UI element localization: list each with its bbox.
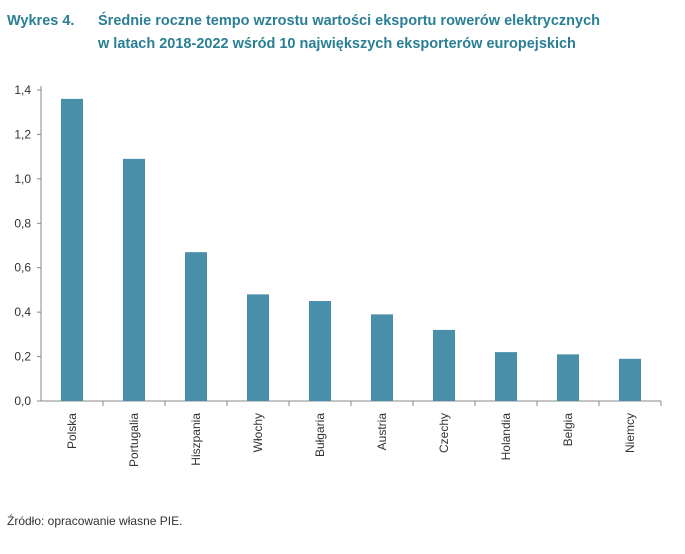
x-tick-label: Polska (65, 413, 79, 449)
y-tick-label: 0,0 (14, 394, 31, 408)
bar (309, 301, 331, 401)
bar-chart: 0,0 0,2 0,4 0,6 0,8 1,0 1,2 1,4 Polska Portugalia… (14, 83, 662, 467)
x-tick-label: Holandia (499, 413, 513, 461)
bar (123, 158, 145, 401)
x-tick-label: Portugalia (127, 413, 141, 467)
bar (61, 98, 83, 401)
y-tick-label: 0,6 (14, 261, 31, 275)
bar (371, 314, 393, 401)
x-tick-label: Włochy (251, 413, 265, 452)
title-line-2: w latach 2018-2022 wśród 10 największych… (98, 36, 576, 52)
x-tick-label: Czechy (437, 413, 451, 453)
bar (433, 329, 455, 401)
y-tick-label: 1,2 (14, 127, 31, 141)
x-tick-label: Hiszpania (189, 413, 203, 466)
bar (495, 352, 517, 401)
bar (247, 294, 269, 401)
bar (619, 358, 641, 401)
x-tick-label: Austria (375, 413, 389, 451)
y-tick-label: 1,4 (14, 83, 31, 97)
y-tick-label: 0,4 (14, 305, 31, 319)
x-tick-label: Belgia (561, 413, 575, 447)
source-note: Źródło: opracowanie własne PIE. (7, 514, 183, 528)
bar (185, 252, 207, 401)
y-tick-label: 0,8 (14, 216, 31, 230)
x-tick-label: Bułgaria (313, 413, 327, 457)
figure-label: Wykres 4. (7, 13, 75, 29)
title-line-1: Średnie roczne tempo wzrostu wartości ek… (98, 13, 600, 29)
bar (557, 354, 579, 401)
x-tick-label: Niemcy (623, 413, 637, 453)
y-tick-label: 1,0 (14, 172, 31, 186)
y-tick-label: 0,2 (14, 350, 31, 364)
